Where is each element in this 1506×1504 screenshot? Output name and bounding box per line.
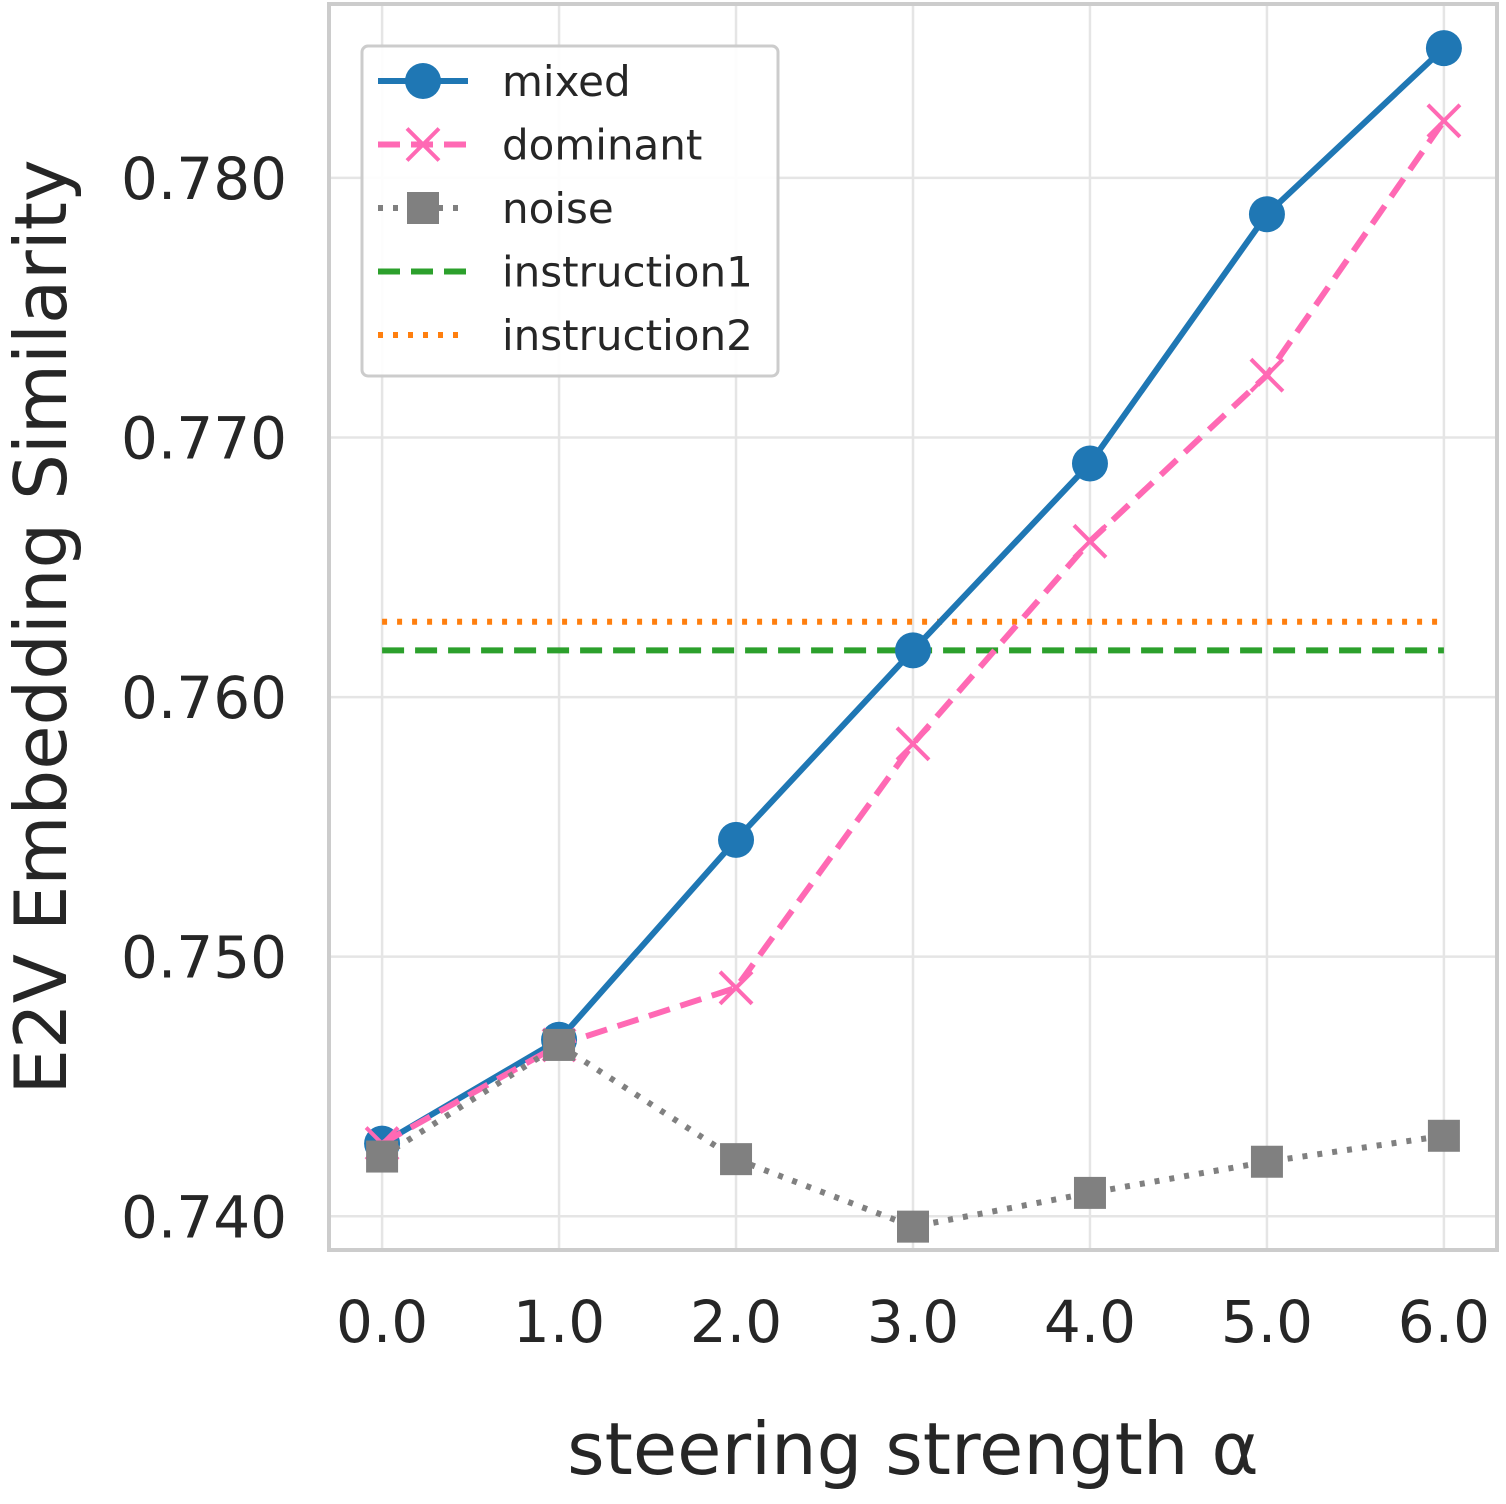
y-tick-label: 0.750 (121, 924, 287, 992)
noise-marker (366, 1140, 399, 1173)
x-tick-label: 4.0 (1044, 1288, 1136, 1356)
x-tick-label: 6.0 (1398, 1288, 1490, 1356)
legend-item-instruction1: instruction1 (378, 248, 753, 297)
dominant-marker (1426, 103, 1462, 139)
legend-swatch-marker (405, 63, 441, 99)
x-tick-label: 3.0 (867, 1288, 959, 1356)
x-tick-label: 0.0 (336, 1288, 428, 1356)
legend-label: dominant (502, 121, 702, 170)
dominant-marker (1249, 357, 1285, 393)
y-axis-label: E2V Embedding Similarity (0, 159, 83, 1094)
legend-swatch-marker (405, 127, 441, 162)
mixed-marker (1071, 445, 1108, 482)
noise-marker (1427, 1119, 1460, 1152)
y-tick-label: 0.760 (121, 664, 287, 732)
noise-marker (897, 1210, 929, 1243)
y-tick-label: 0.770 (121, 405, 287, 473)
x-tick-label: 1.0 (513, 1288, 605, 1356)
legend-label: mixed (502, 57, 631, 106)
x-tick-label: 2.0 (690, 1288, 782, 1356)
noise-marker (720, 1143, 753, 1176)
mixed-marker (1248, 196, 1285, 233)
legend-box (360, 44, 780, 378)
legend-item-mixed: mixed (378, 57, 631, 106)
dominant-marker (718, 970, 754, 1006)
legend-label: noise (502, 184, 614, 233)
legend: mixed dominant noise instruction1 instructio… (360, 44, 780, 378)
legend-item-noise: noise (378, 184, 614, 233)
x-axis-label: steering strength α (567, 1407, 1259, 1491)
legend-item-dominant: dominant (378, 121, 702, 170)
dominant-marker (895, 726, 931, 762)
dominant-marker (1072, 523, 1108, 559)
noise-marker (1250, 1145, 1283, 1178)
noise-series (366, 1028, 1460, 1243)
legend-label: instruction1 (502, 248, 753, 297)
mixed-marker (718, 821, 755, 858)
y-tick-label: 0.780 (121, 145, 287, 213)
mixed-marker (895, 632, 931, 669)
legend-item-instruction2: instruction2 (378, 311, 753, 360)
y-tick-label: 0.740 (121, 1183, 287, 1251)
plot-frame (327, 2, 1499, 1252)
legend-label: instruction2 (502, 311, 753, 360)
noise-marker (1073, 1176, 1106, 1209)
legend-swatch-marker (407, 192, 439, 224)
noise-marker (543, 1028, 576, 1061)
mixed-marker (1425, 30, 1462, 67)
x-tick-label: 5.0 (1221, 1288, 1313, 1356)
